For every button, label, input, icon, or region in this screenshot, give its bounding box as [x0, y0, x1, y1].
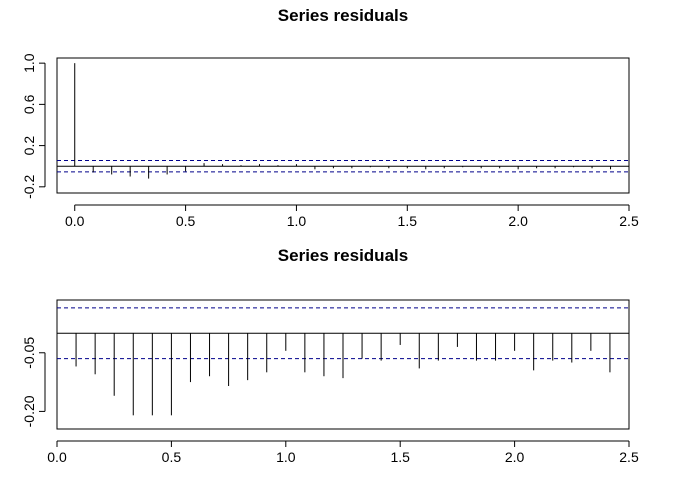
- y-tick-label: 1.0: [21, 53, 37, 73]
- plot-frame: [56, 57, 630, 194]
- x-tick-label: 0.0: [47, 449, 67, 465]
- pacf-chart: Series residuals 0.0 0.5 1.0 1.5 2.0 2.5 -0.20 -…: [0, 242, 687, 484]
- x-tick-label: 0.5: [162, 449, 182, 465]
- x-tick-label: 0.5: [176, 213, 196, 229]
- x-tick-label: 1.0: [276, 449, 296, 465]
- chart-svg: Series residuals 0.0 0.5 1.0 1.5 2.0 2.5 -0.20 -…: [21, 246, 639, 465]
- x-tick-label: 1.0: [287, 213, 307, 229]
- y-tick-label: -0.20: [21, 395, 37, 427]
- x-tick-label: 2.0: [508, 213, 528, 229]
- y-tick-label: 0.6: [21, 94, 37, 114]
- y-tick-label: 0.2: [21, 136, 37, 156]
- chart-title: Series residuals: [278, 6, 408, 25]
- acf-chart: Series residuals 0.0 0.5 1.0 1.5 2.0 2.5 -0.2 0.…: [21, 6, 639, 229]
- y-tick-label: -0.05: [21, 337, 37, 369]
- x-tick-label: 2.5: [619, 213, 639, 229]
- chart-svg: Series residuals 0.0 0.5 1.0 1.5 2.0 2.5 -0.2 0.…: [21, 6, 639, 229]
- x-tick-label: 0.0: [65, 213, 85, 229]
- x-tick-label: 2.5: [619, 449, 639, 465]
- plot-frame: [56, 299, 630, 430]
- chart-title: Series residuals: [278, 246, 408, 265]
- y-tick-label: -0.2: [21, 175, 37, 199]
- x-tick-label: 1.5: [390, 449, 410, 465]
- x-tick-label: 2.0: [505, 449, 525, 465]
- x-tick-label: 1.5: [398, 213, 418, 229]
